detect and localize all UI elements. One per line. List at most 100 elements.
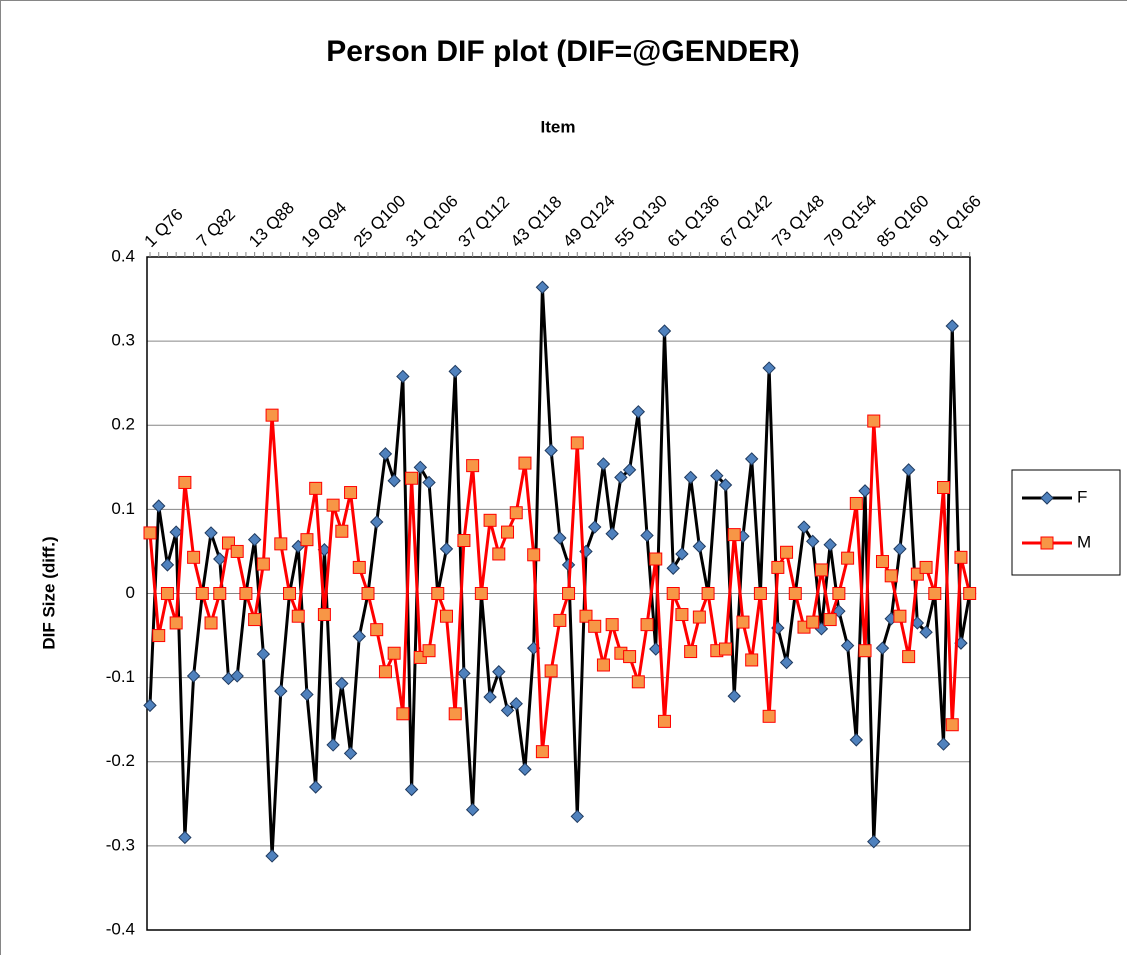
chart-title: Person DIF plot (DIF=@GENDER): [326, 35, 799, 68]
data-point: [772, 561, 784, 573]
data-point: [685, 646, 697, 658]
data-point: [720, 643, 732, 655]
data-point: [275, 538, 287, 550]
data-point: [658, 715, 670, 727]
data-point: [641, 619, 653, 631]
data-point: [702, 588, 714, 600]
x-axis-title: Item: [541, 117, 576, 136]
data-point: [196, 588, 208, 600]
data-point: [353, 561, 365, 573]
data-point: [214, 588, 226, 600]
data-point: [824, 614, 836, 626]
data-point: [807, 616, 819, 628]
data-point: [362, 588, 374, 600]
data-point: [938, 482, 950, 494]
data-point: [170, 617, 182, 629]
data-point: [894, 610, 906, 622]
chart: Person DIF plot (DIF=@GENDER) Item DIF S…: [0, 0, 1127, 955]
data-point: [379, 666, 391, 678]
data-point: [746, 654, 758, 666]
y-tick-label: 0.3: [111, 331, 135, 350]
data-point: [737, 616, 749, 628]
data-point: [554, 614, 566, 626]
data-point: [519, 457, 531, 469]
chart-frame: [1, 1, 1127, 955]
y-tick-label: -0.3: [106, 835, 135, 854]
data-point: [833, 588, 845, 600]
legend-box: [1012, 470, 1120, 575]
data-point: [240, 588, 252, 600]
data-point: [929, 588, 941, 600]
data-point: [624, 651, 636, 663]
data-point: [310, 482, 322, 494]
data-point: [318, 609, 330, 621]
data-point: [231, 545, 243, 557]
data-point: [859, 645, 871, 657]
data-point: [484, 514, 496, 526]
data-point: [292, 610, 304, 622]
legend-label: F: [1077, 487, 1087, 506]
data-point: [789, 588, 801, 600]
data-point: [266, 409, 278, 421]
y-tick-label: -0.4: [106, 919, 135, 938]
y-tick-label: 0.2: [111, 415, 135, 434]
y-tick-label: -0.1: [106, 667, 135, 686]
data-point: [528, 549, 540, 561]
data-point: [563, 588, 575, 600]
data-point: [153, 630, 165, 642]
data-point: [179, 476, 191, 488]
y-axis-title: DIF Size (diff.): [39, 536, 58, 649]
data-point: [763, 710, 775, 722]
data-point: [667, 588, 679, 600]
data-point: [502, 526, 514, 538]
data-point: [257, 558, 269, 570]
data-point: [301, 534, 313, 546]
data-point: [397, 708, 409, 720]
data-point: [327, 499, 339, 511]
data-point: [475, 588, 487, 600]
data-point: [144, 527, 156, 539]
y-tick-label: 0: [126, 583, 135, 602]
data-point: [371, 624, 383, 636]
data-point: [876, 556, 888, 568]
data-point: [571, 437, 583, 449]
data-point: [458, 535, 470, 547]
data-point: [693, 611, 705, 623]
data-point: [955, 551, 967, 563]
data-point: [440, 610, 452, 622]
data-point: [510, 507, 522, 519]
legend-label: M: [1077, 532, 1091, 551]
data-point: [650, 553, 662, 565]
data-point: [589, 620, 601, 632]
data-point: [964, 588, 976, 600]
data-point: [632, 676, 644, 688]
y-tick-label: -0.2: [106, 751, 135, 770]
data-point: [161, 588, 173, 600]
data-point: [868, 415, 880, 427]
data-point: [336, 525, 348, 537]
data-point: [815, 564, 827, 576]
data-point: [249, 614, 261, 626]
data-point: [284, 588, 296, 600]
data-point: [432, 588, 444, 600]
data-point: [449, 708, 461, 720]
data-point: [842, 552, 854, 564]
data-point: [676, 609, 688, 621]
data-point: [545, 665, 557, 677]
data-point: [903, 651, 915, 663]
data-point: [920, 561, 932, 573]
data-point: [406, 472, 418, 484]
data-point: [345, 487, 357, 499]
y-tick-label: 0.1: [111, 499, 135, 518]
data-point: [781, 546, 793, 558]
data-point: [388, 647, 400, 659]
data-point: [597, 659, 609, 671]
data-point: [946, 719, 958, 731]
data-point: [188, 551, 200, 563]
data-point: [205, 617, 217, 629]
y-tick-label: 0.4: [111, 246, 135, 265]
data-point: [606, 619, 618, 631]
data-point: [754, 588, 766, 600]
data-point: [885, 570, 897, 582]
data-point: [493, 548, 505, 560]
